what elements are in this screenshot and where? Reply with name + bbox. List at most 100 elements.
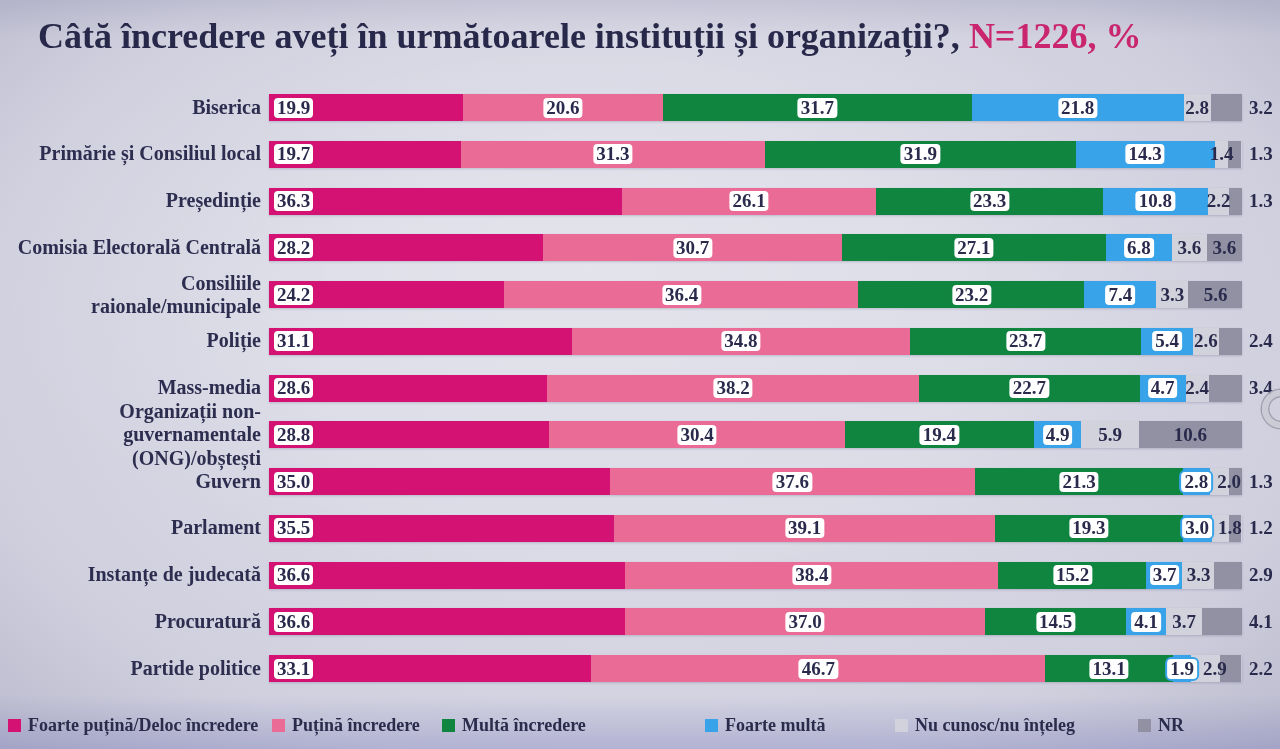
value-label: 5.4	[1150, 329, 1184, 353]
value-label: 39.1	[783, 516, 826, 540]
category-label: Partide politice	[0, 657, 261, 681]
value-label: 13.1	[1088, 657, 1131, 681]
value-label: 1.2	[1249, 517, 1273, 539]
value-label: 21.8	[1056, 96, 1099, 120]
chart-row: Instanțe de judecată36.638.415.23.73.32.…	[0, 562, 1280, 589]
value-label: 28.8	[272, 423, 315, 447]
stacked-bar: 19.920.631.721.82.83.2	[269, 94, 1242, 121]
value-label: 30.7	[671, 236, 714, 260]
value-label: 4.1	[1249, 611, 1273, 633]
bar-segment	[269, 468, 610, 495]
stacked-bar: 19.731.331.914.31.41.3	[269, 141, 1242, 168]
value-label: 6.8	[1122, 236, 1156, 260]
chart-title-main: Câtă încredere aveți în următoarele inst…	[38, 16, 969, 56]
value-label: 31.1	[272, 329, 315, 353]
value-label: 2.0	[1217, 471, 1241, 493]
legend-swatch	[442, 719, 455, 732]
value-label: 3.2	[1249, 97, 1273, 119]
value-label: 21.3	[1057, 470, 1100, 494]
category-label: Biserica	[0, 96, 261, 120]
bar-segment	[1229, 188, 1242, 215]
chart-row: Consiliile raionale/municipale24.236.423…	[0, 281, 1280, 308]
value-label: 1.3	[1249, 471, 1273, 493]
chart-row: Procuratură36.637.014.54.13.74.1	[0, 608, 1280, 635]
value-label: 3.7	[1148, 563, 1182, 587]
legend-swatch	[1138, 719, 1151, 732]
value-label: 36.6	[272, 610, 315, 634]
value-label: 35.5	[272, 516, 315, 540]
stacked-bar: 28.638.222.74.72.43.4	[269, 375, 1242, 402]
stacked-bar: 36.326.123.310.82.21.3	[269, 188, 1242, 215]
value-label: 23.3	[968, 189, 1011, 213]
legend-label: Multă încredere	[462, 715, 586, 736]
value-label: 3.6	[1213, 237, 1237, 259]
value-label: 26.1	[728, 189, 771, 213]
value-label: 1.3	[1249, 190, 1273, 212]
value-label: 2.9	[1203, 658, 1227, 680]
chart-row: Parlament35.539.119.33.01.81.2	[0, 515, 1280, 542]
value-label: 10.8	[1134, 189, 1177, 213]
value-label: 2.2	[1207, 190, 1231, 212]
value-label: 37.0	[783, 610, 826, 634]
value-label: 3.7	[1172, 611, 1196, 633]
value-label: 28.2	[272, 236, 315, 260]
value-label: 2.4	[1249, 330, 1273, 352]
value-label: 4.1	[1129, 610, 1163, 634]
chart-title: Câtă încredere aveți în următoarele inst…	[38, 15, 1141, 57]
value-label: 23.2	[950, 283, 993, 307]
value-label: 23.7	[1004, 329, 1047, 353]
category-label: Mass-media	[0, 376, 261, 400]
chart-row: Mass-media28.638.222.74.72.43.4	[0, 375, 1280, 402]
chart-row: Guvern35.037.621.32.82.01.3	[0, 468, 1280, 495]
category-label: Guvern	[0, 470, 261, 494]
legend-swatch	[895, 719, 908, 732]
value-label: 4.9	[1041, 423, 1075, 447]
slide: Câtă încredere aveți în următoarele inst…	[0, 0, 1280, 749]
value-label: 31.3	[591, 142, 634, 166]
value-label: 2.4	[1185, 377, 1209, 399]
category-label: Consiliile raionale/municipale	[0, 271, 261, 318]
stacked-bar: 35.037.621.32.82.01.3	[269, 468, 1242, 495]
value-label: 22.7	[1008, 376, 1051, 400]
chart-row: Președinție36.326.123.310.82.21.3	[0, 188, 1280, 215]
category-label: Președinție	[0, 189, 261, 213]
stacked-bar: 36.637.014.54.13.74.1	[269, 608, 1242, 635]
bar-segment	[1209, 375, 1242, 402]
legend-label: Nu cunosc/nu înțeleg	[915, 715, 1075, 736]
bar-segment	[1214, 562, 1242, 589]
stacked-bar: 36.638.415.23.73.32.9	[269, 562, 1242, 589]
value-label: 27.1	[952, 236, 995, 260]
chart-row: Partide politice 33.146.713.11.92.92.2	[0, 655, 1280, 682]
value-label: 4.7	[1146, 376, 1180, 400]
chart-row: Poliție31.134.823.75.42.62.4	[0, 328, 1280, 355]
legend-label: NR	[1158, 715, 1184, 736]
value-label: 38.4	[790, 563, 833, 587]
value-label: 7.4	[1104, 283, 1138, 307]
value-label: 3.0	[1180, 516, 1214, 540]
legend-item: Puțină încredere	[272, 714, 420, 736]
category-label: Organizații non- guvernamentale (ONG)/ob…	[0, 400, 261, 471]
value-label: 2.2	[1249, 658, 1273, 680]
value-label: 3.6	[1178, 237, 1202, 259]
legend-swatch	[705, 719, 718, 732]
value-label: 19.9	[272, 96, 315, 120]
value-label: 35.0	[272, 470, 315, 494]
value-label: 5.6	[1204, 284, 1228, 306]
bar-segment	[269, 562, 625, 589]
value-label: 37.6	[771, 470, 814, 494]
value-label: 28.6	[272, 376, 315, 400]
stacked-bar: 28.830.419.44.95.910.6	[269, 421, 1242, 448]
stacked-bar: 33.146.713.11.92.92.2	[269, 655, 1242, 682]
value-label: 19.3	[1067, 516, 1110, 540]
value-label: 31.7	[796, 96, 839, 120]
stacked-bar: 28.2 30.7 27.1 6.8 3.6 3.6	[269, 234, 1242, 261]
value-label: 14.3	[1124, 142, 1167, 166]
value-label: 3.3	[1187, 564, 1211, 586]
value-label: 15.2	[1051, 563, 1094, 587]
stacked-bar: 31.134.823.75.42.62.4	[269, 328, 1242, 355]
value-label: 34.8	[719, 329, 762, 353]
category-label: Comisia Electorală Centrală	[0, 236, 261, 260]
chart-row: Primărie și Consiliul local19.731.331.91…	[0, 141, 1280, 168]
value-label: 2.6	[1194, 330, 1218, 352]
value-label: 30.4	[675, 423, 718, 447]
